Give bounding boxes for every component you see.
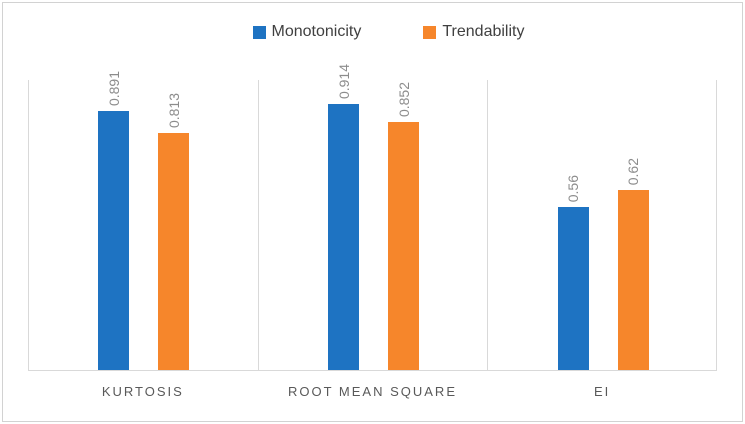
category-separator-line: [257, 80, 259, 370]
data-label: 0.852: [395, 81, 412, 117]
chart-legend: Monotonicity Trendability: [16, 23, 745, 41]
bar-monotonicity-root-mean-square: [328, 104, 359, 370]
legend-label: Trendability: [442, 23, 525, 40]
legend-swatch-icon: [252, 25, 266, 39]
legend-swatch-icon: [423, 25, 437, 39]
data-label: 0.813: [165, 92, 182, 128]
bar-monotonicity-kurtosis: [98, 111, 130, 370]
data-label: 0.56: [565, 174, 582, 202]
legend-item-trendability: Trendability: [423, 23, 524, 41]
category-axis-label: ROOT MEAN SQUARE: [287, 384, 458, 399]
plot-area: 0.891 0.813 0.914 0.852 0.56 0.62: [28, 64, 717, 371]
data-label: 0.891: [105, 70, 122, 106]
bar-trendability-kurtosis: [158, 133, 190, 370]
legend-item-monotonicity: Monotonicity: [252, 23, 362, 41]
category-axis-label: KURTOSIS: [101, 384, 184, 399]
data-label: 0.914: [335, 63, 352, 99]
bar-trendability-ei: [617, 190, 649, 370]
legend-label: Monotonicity: [271, 23, 362, 40]
category-separator-line: [487, 80, 488, 370]
bar-monotonicity-ei: [557, 207, 589, 370]
data-label: 0.62: [625, 157, 642, 185]
bar-trendability-root-mean-square: [388, 122, 419, 370]
category-axis-label: EI: [594, 384, 611, 399]
